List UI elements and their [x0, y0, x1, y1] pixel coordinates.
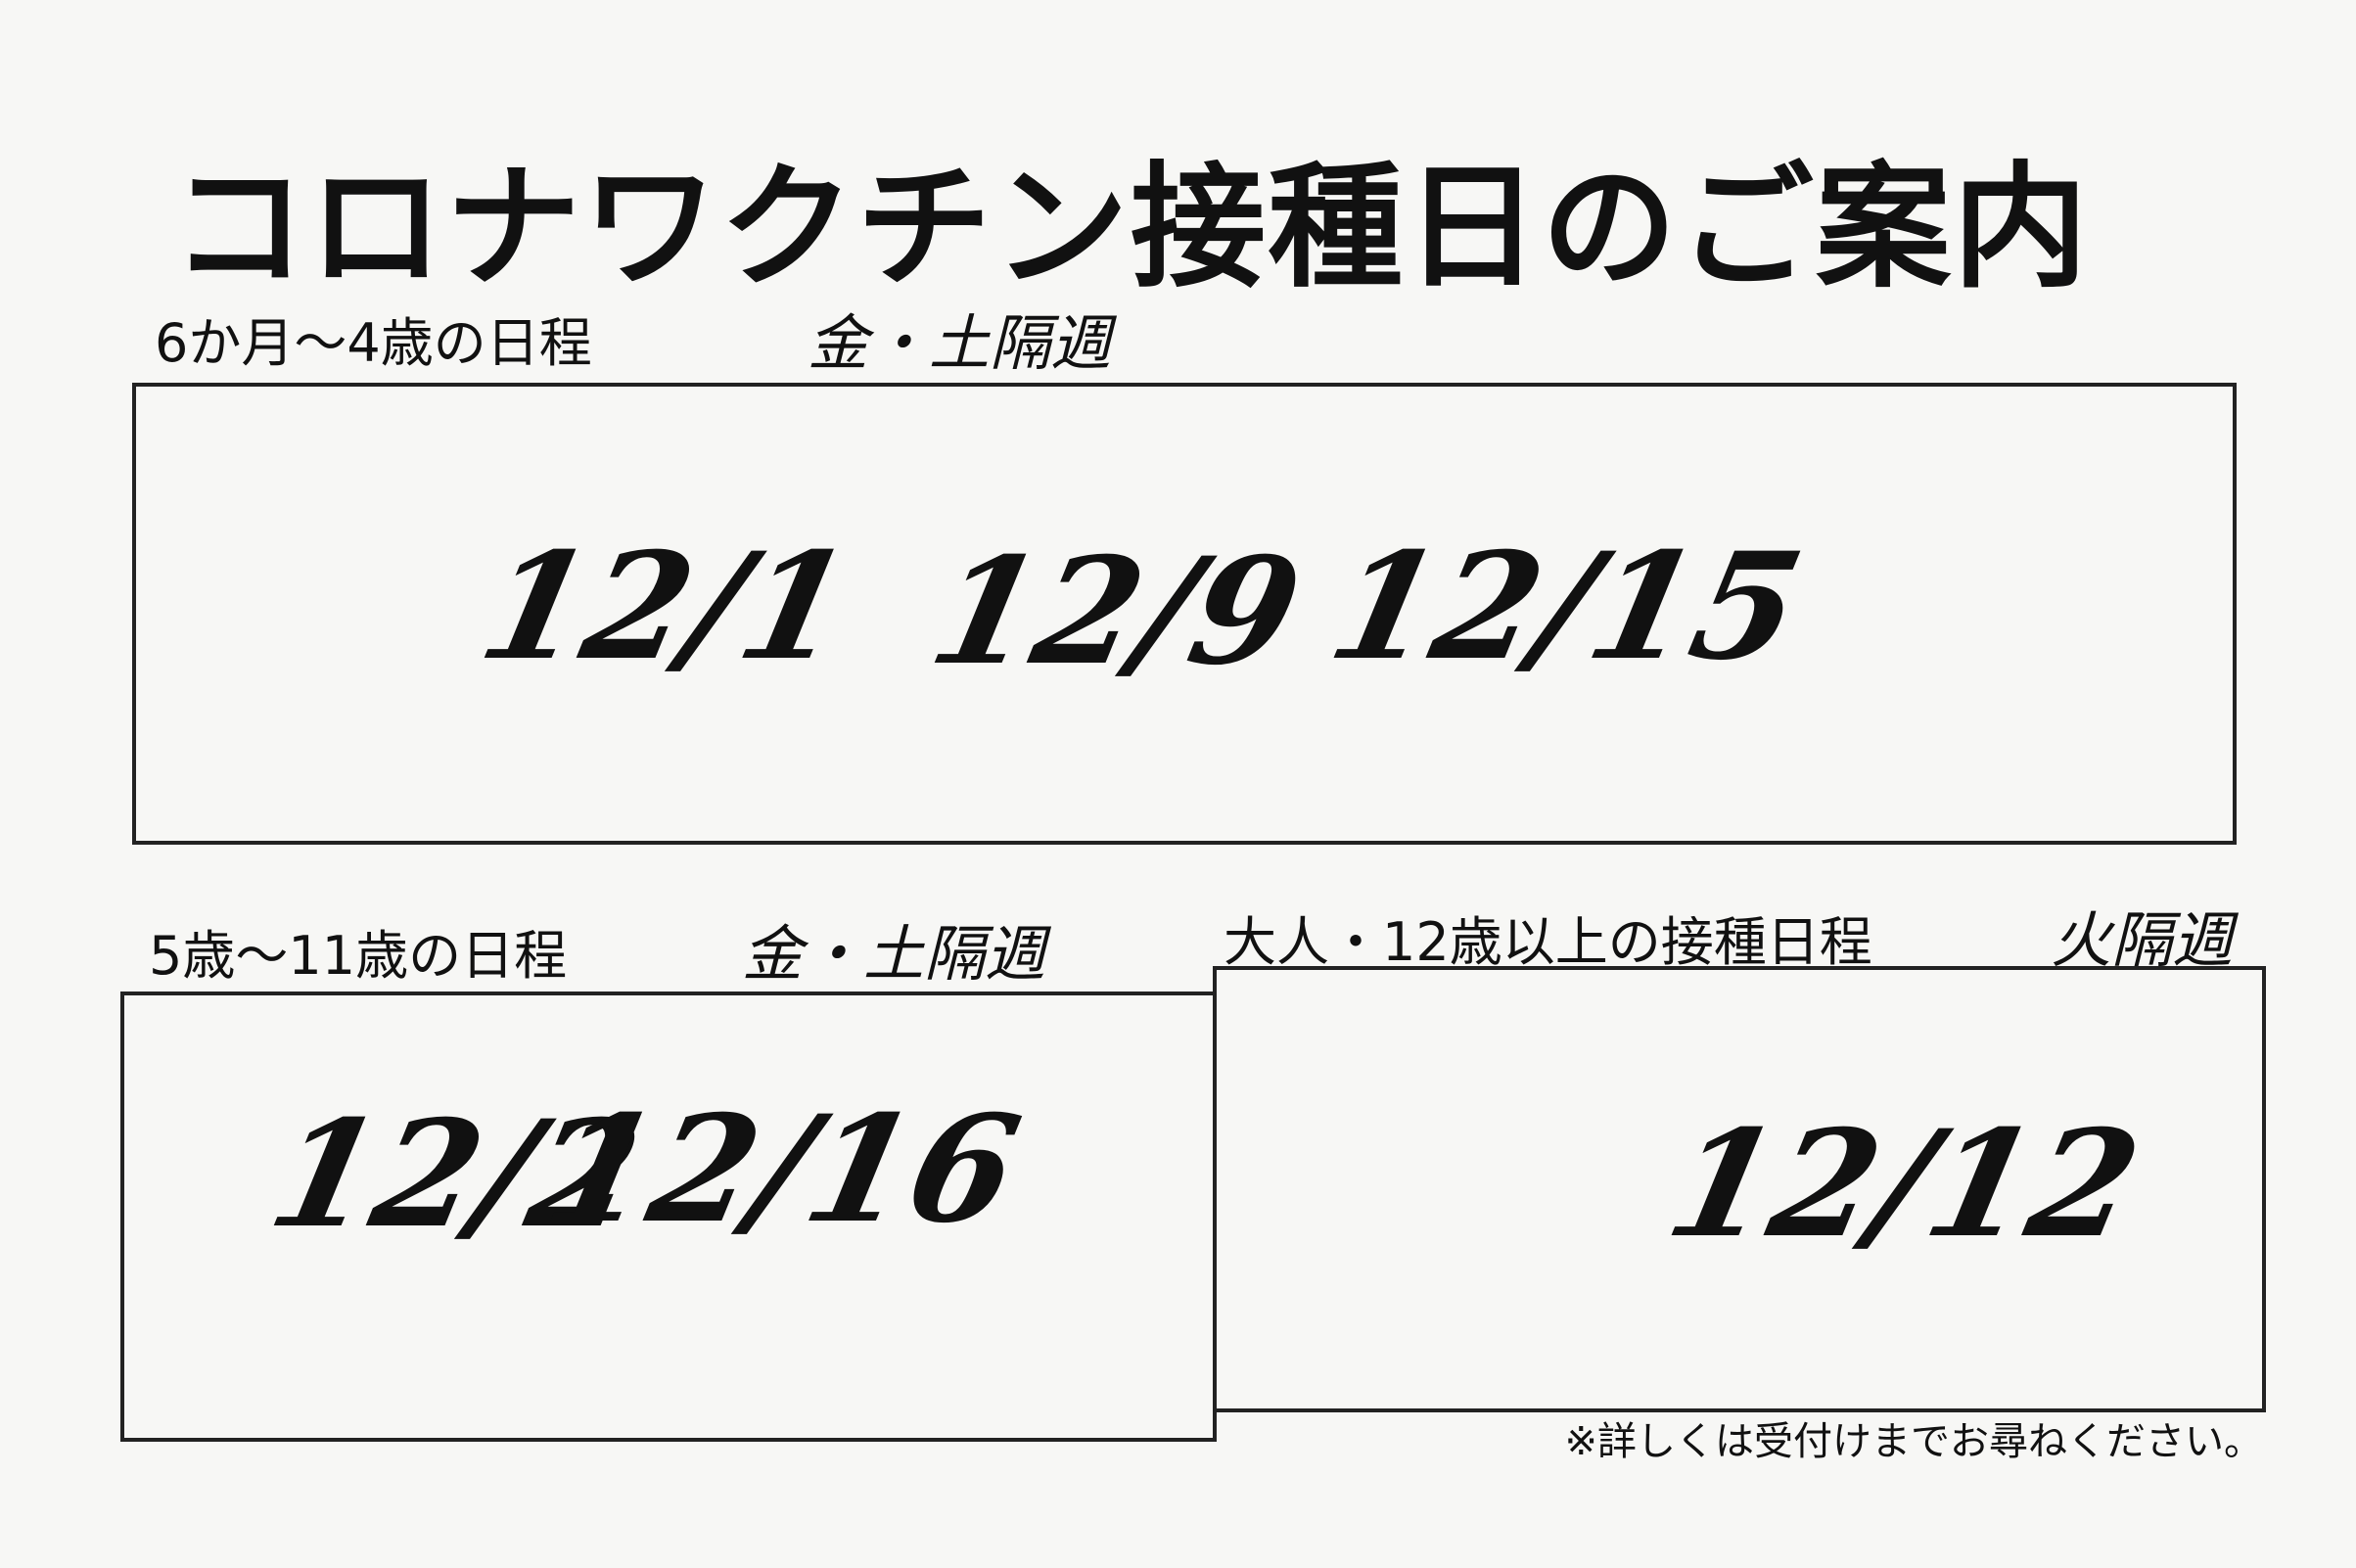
- date: 12/12: [1654, 1098, 2153, 1270]
- date: 12/1: [467, 521, 864, 693]
- title: コロナワクチン接種日のご案内: [171, 149, 2091, 306]
- section-label: 大人・12歳以上の接種日程: [1224, 911, 1872, 973]
- handwritten-note: 金・土隔週: [808, 307, 1112, 379]
- date: 12/15: [1317, 521, 1816, 693]
- date: 12/16: [533, 1084, 1033, 1256]
- section-label: 5歳〜11歳の日程: [149, 925, 568, 987]
- handwritten-note: 火隔週: [2051, 904, 2234, 976]
- date-box: [132, 383, 2237, 845]
- date-box: [1213, 966, 2266, 1412]
- date: 12/9: [917, 526, 1315, 698]
- footnote: ※詳しくは受付けまでお尋ねください。: [1564, 1419, 2263, 1464]
- handwritten-note: 金・土隔週: [742, 918, 1046, 990]
- section-label: 6か月〜4歳の日程: [155, 312, 592, 374]
